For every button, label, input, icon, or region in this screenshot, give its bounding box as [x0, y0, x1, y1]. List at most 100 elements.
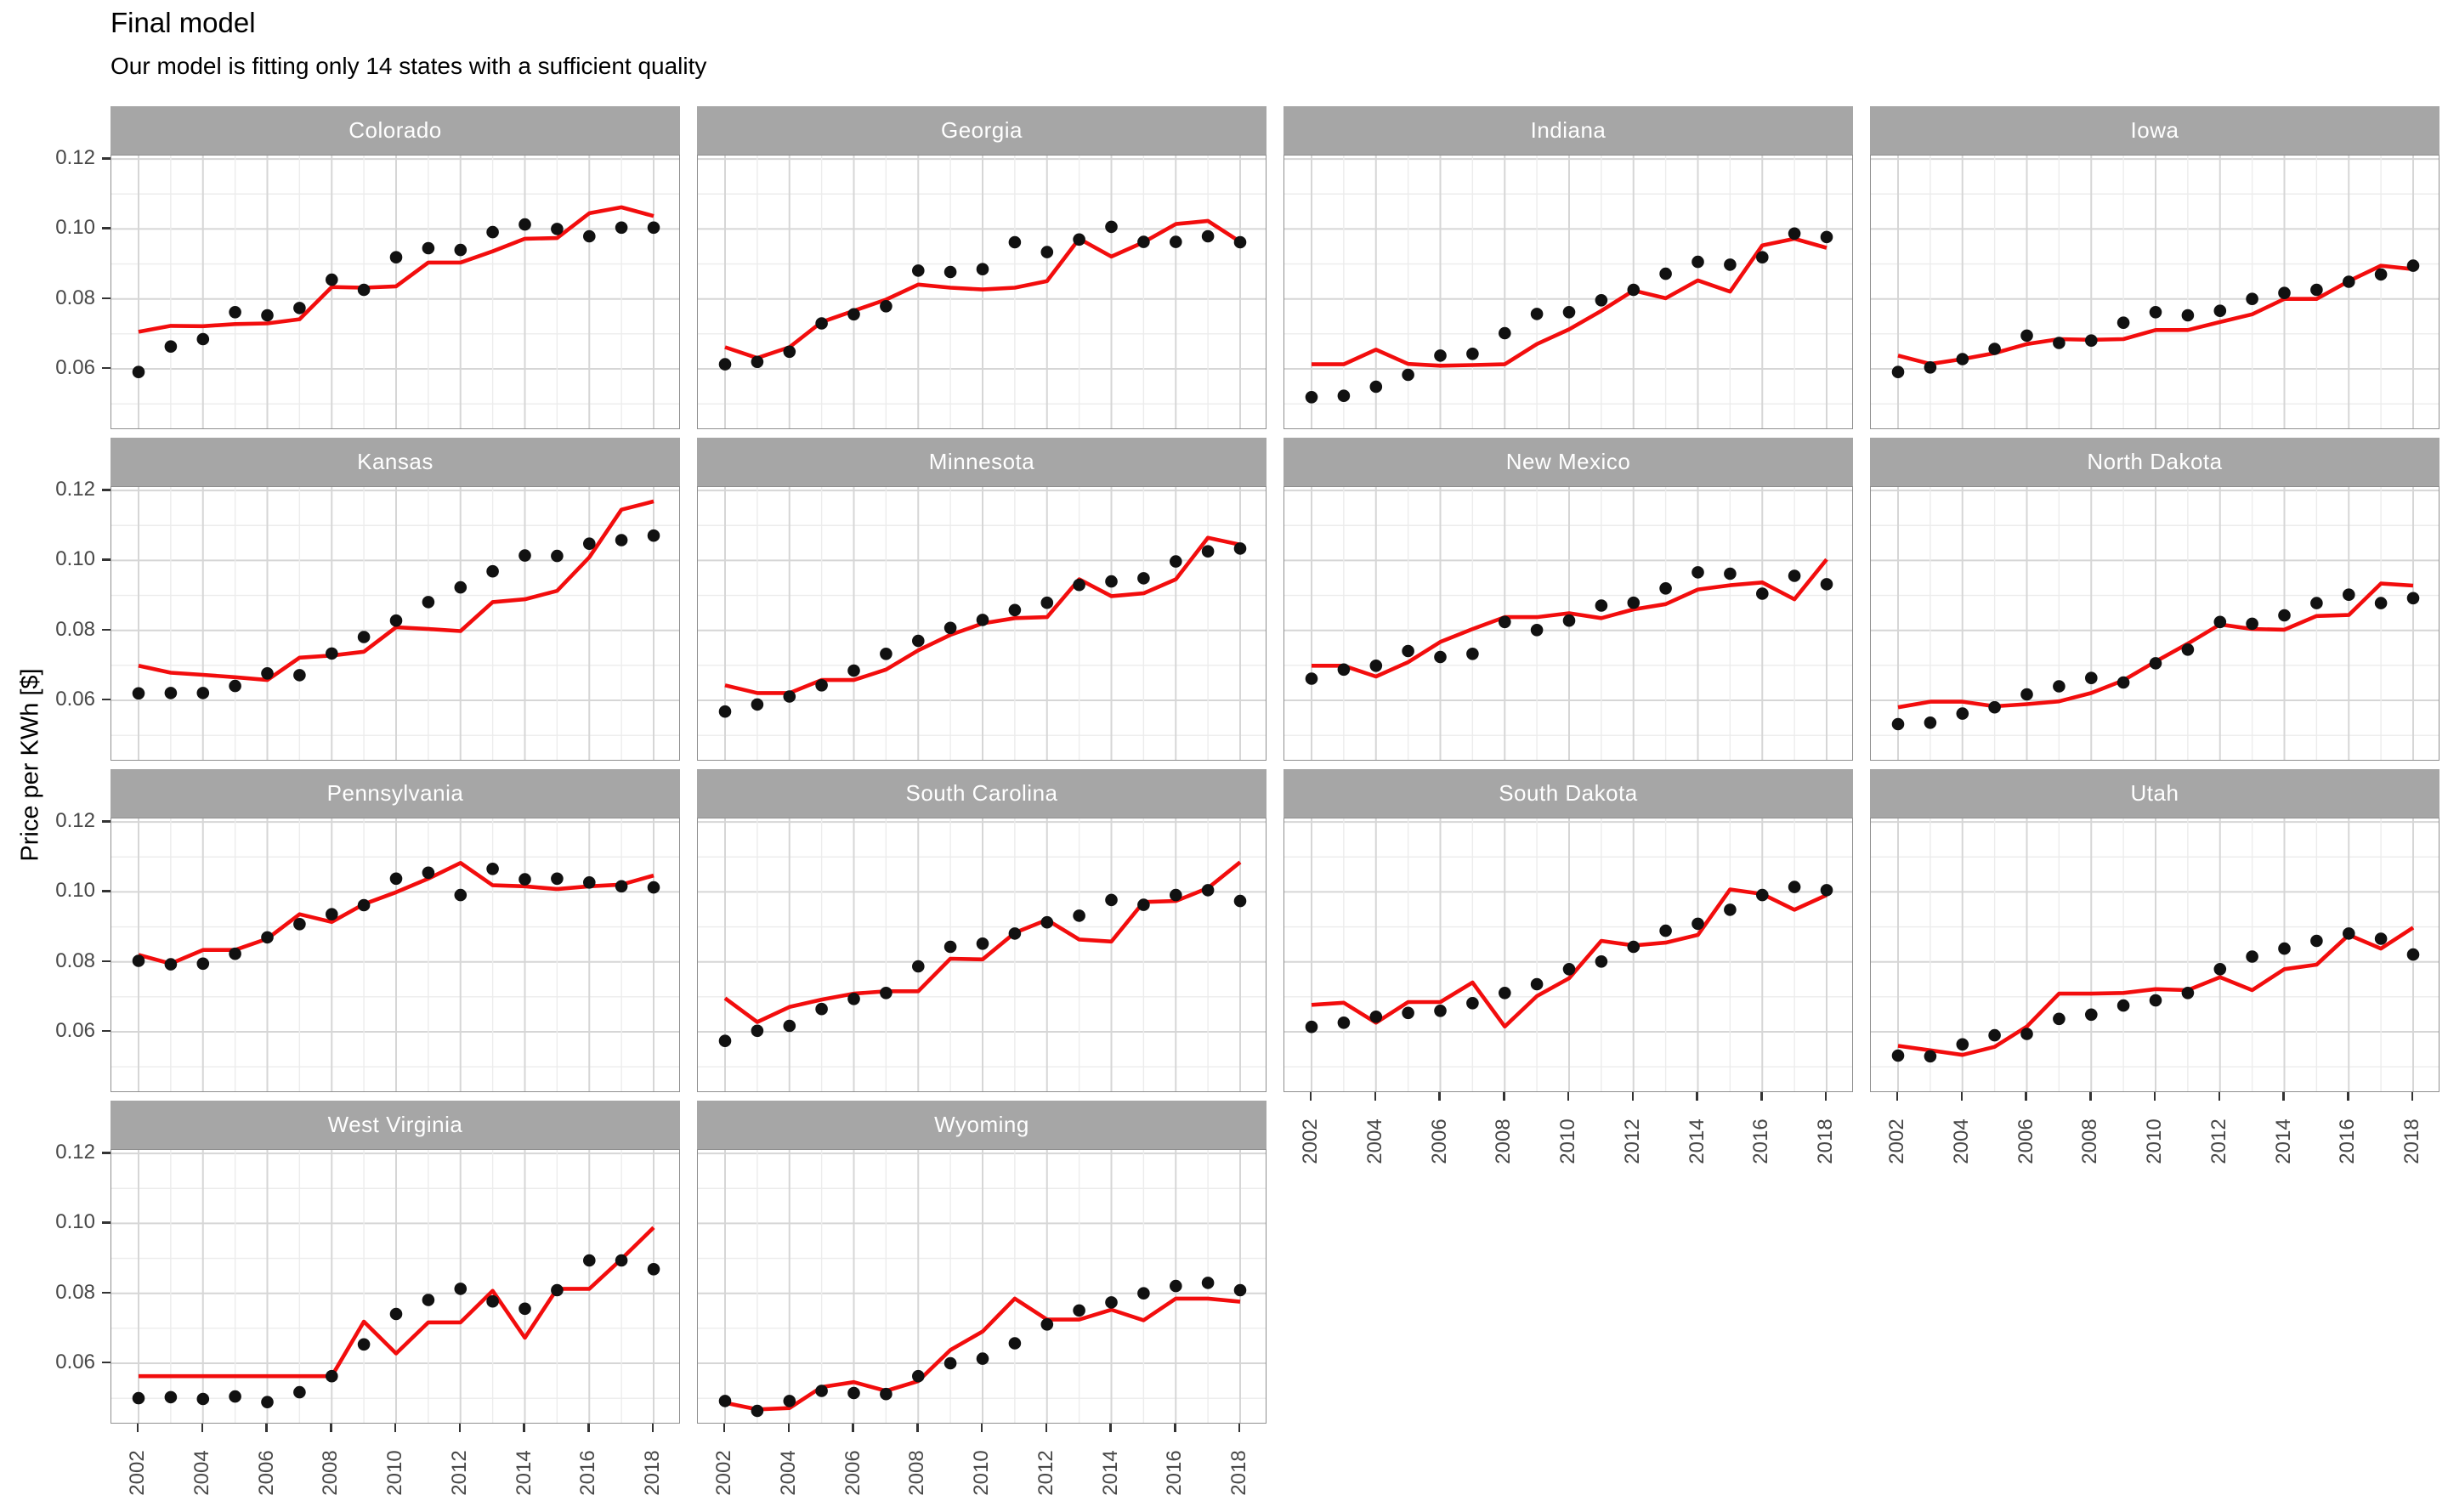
observed-point	[1170, 888, 1182, 902]
y-tick-mark	[102, 366, 110, 370]
observed-point	[518, 1302, 531, 1316]
observed-point	[1105, 575, 1118, 588]
observed-point	[1434, 349, 1447, 362]
observed-point	[1369, 1011, 1383, 1023]
x-tick-label: 2002	[126, 1450, 149, 1496]
observed-point	[1530, 624, 1544, 637]
observed-point	[2213, 963, 2227, 976]
observed-point	[976, 1352, 989, 1365]
observed-point	[1499, 326, 1511, 340]
observed-point	[1788, 881, 1801, 893]
y-tick-mark	[102, 297, 110, 300]
observed-point	[1337, 389, 1351, 403]
y-tick-label: 0.08	[55, 1280, 95, 1304]
facet-georgia: Georgia	[697, 106, 1266, 429]
facet-strip-label: New Mexico	[1284, 438, 1853, 486]
x-tick-mark	[1503, 1092, 1505, 1101]
x-tick-label: 2008	[2078, 1118, 2102, 1164]
observed-point	[2116, 676, 2130, 689]
observed-point	[229, 947, 241, 960]
observed-point	[1040, 246, 1054, 258]
x-tick-label: 2014	[1098, 1450, 1122, 1496]
observed-point	[1956, 353, 1969, 365]
observed-point	[229, 1390, 241, 1403]
y-tick-mark	[102, 558, 110, 561]
observed-point	[1170, 235, 1182, 248]
observed-point	[357, 898, 371, 912]
observed-point	[486, 564, 499, 578]
observed-point	[2343, 275, 2355, 288]
observed-point	[551, 1283, 564, 1297]
x-tick-mark	[852, 1424, 854, 1432]
observed-point	[944, 940, 957, 954]
y-tick-label: 0.12	[55, 809, 95, 833]
x-tick-mark	[722, 1424, 726, 1432]
model-fit-line	[724, 218, 1242, 360]
observed-point	[326, 273, 338, 286]
y-tick-label: 0.08	[55, 286, 95, 309]
x-tick-label: 2016	[1749, 1118, 1773, 1164]
x-tick-label: 2004	[776, 1450, 800, 1496]
observed-point	[718, 1395, 732, 1407]
observed-point	[1988, 1028, 2001, 1042]
y-tick-label: 0.06	[55, 1350, 95, 1373]
y-tick-mark	[102, 820, 110, 823]
observed-point	[1988, 343, 2001, 355]
facet-strip-label: Indiana	[1284, 106, 1853, 155]
observed-point	[1040, 1318, 1054, 1331]
facet-strip-label: West Virginia	[110, 1101, 680, 1149]
observed-point	[293, 302, 306, 314]
observed-point	[229, 306, 241, 319]
observed-point	[551, 223, 564, 235]
observed-point	[326, 1369, 338, 1383]
x-tick-label: 2002	[1885, 1118, 1908, 1164]
model-fit-line	[138, 499, 654, 682]
observed-point	[847, 1386, 860, 1400]
observed-point	[2053, 680, 2066, 693]
observed-point	[1170, 555, 1182, 568]
observed-point	[1137, 1287, 1150, 1300]
observed-point	[422, 1294, 435, 1306]
observed-point	[551, 872, 564, 886]
x-axis: 2002 2004 2006 2008 2010 2012 2014 2016 2018	[110, 1424, 680, 1509]
observed-point	[1756, 888, 1769, 902]
observed-point	[1466, 997, 1479, 1010]
facet-strip-label: Colorado	[110, 106, 680, 155]
x-tick-label: 2016	[576, 1450, 600, 1496]
observed-point	[912, 1369, 925, 1383]
x-tick-label: 2004	[1949, 1118, 1973, 1164]
observed-point	[486, 225, 499, 239]
x-tick-mark	[1045, 1424, 1048, 1432]
observed-point	[615, 534, 628, 546]
model-fit-line	[1897, 263, 2414, 366]
y-tick-mark	[102, 1291, 110, 1294]
observed-point	[718, 705, 732, 718]
y-tick-label: 0.10	[55, 1210, 95, 1234]
observed-point	[2278, 942, 2291, 955]
observed-point	[1756, 251, 1769, 263]
observed-point	[1499, 615, 1511, 629]
observed-point	[1956, 707, 1969, 720]
observed-point	[583, 876, 596, 889]
observed-point	[944, 1356, 957, 1370]
x-tick-mark	[1567, 1092, 1570, 1101]
x-tick-mark	[2347, 1092, 2349, 1101]
observed-point	[1820, 884, 1833, 897]
y-tick-mark	[102, 1029, 110, 1033]
x-tick-label: 2006	[2014, 1118, 2037, 1164]
observed-point	[2181, 309, 2195, 322]
observed-point	[718, 1034, 732, 1047]
x-tick-mark	[1109, 1424, 1112, 1432]
observed-point	[1530, 308, 1544, 320]
observed-point	[880, 300, 892, 313]
facet-strip-label: Utah	[1870, 769, 2440, 818]
x-tick-mark	[1960, 1092, 1964, 1101]
observed-point	[1562, 306, 1576, 319]
observed-point	[783, 345, 796, 359]
facet-pennsylvania: Pennsylvania 0.12 0.10 0.08 0.06	[55, 769, 680, 1092]
observed-point	[976, 937, 989, 950]
observed-point	[293, 918, 306, 931]
observed-point	[1105, 893, 1118, 907]
x-tick-label: 2010	[970, 1450, 993, 1496]
y-tick-label: 0.06	[55, 355, 95, 379]
